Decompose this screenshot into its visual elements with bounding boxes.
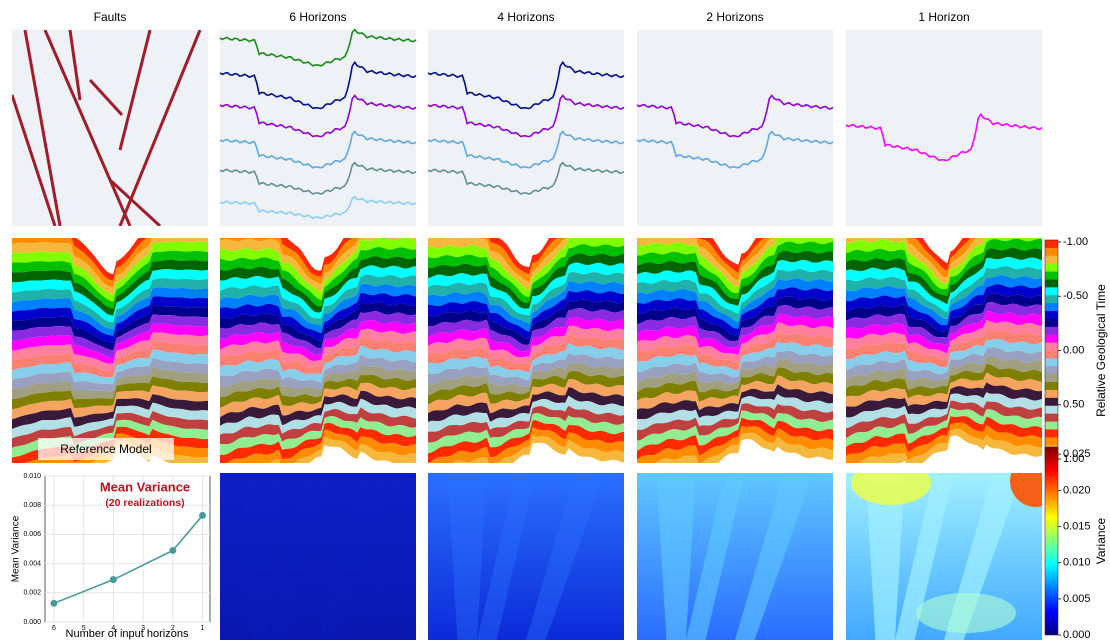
y-axis-label: Mean Variance xyxy=(11,515,22,582)
colorbar-swatch xyxy=(1045,287,1058,295)
point xyxy=(199,512,206,519)
colorbar-swatch xyxy=(1045,327,1058,335)
panel-background xyxy=(846,30,1042,226)
y-tick-label: 0.008 xyxy=(23,502,41,509)
y-tick-label: 0.004 xyxy=(23,560,41,567)
colorbar-tick-label: 0.015 xyxy=(1063,520,1091,532)
colorbar-swatch xyxy=(1045,248,1058,256)
colorbar-swatch xyxy=(1045,295,1058,303)
x-tick-label: 6 xyxy=(52,625,56,632)
x-axis-label: Number of input horizons xyxy=(66,628,189,640)
colorbar-tick-label: -1.00 xyxy=(1063,236,1088,248)
y-tick-label: 0.002 xyxy=(23,590,41,597)
panel-background xyxy=(637,30,833,226)
colorbar-swatch xyxy=(1045,390,1058,398)
model-panel xyxy=(637,204,833,477)
variance-panel xyxy=(220,473,416,640)
figure: Faults 6 Horizons 4 Horizons 2 Horizons 1 Ho… xyxy=(0,0,1110,641)
panel-background xyxy=(220,30,416,226)
column-title: 6 Horizons xyxy=(289,10,346,24)
colorbar-swatch xyxy=(1045,256,1058,264)
variance-hot xyxy=(916,593,1016,633)
variance-hot xyxy=(851,461,931,505)
y-tick-label: 0.000 xyxy=(23,619,41,626)
model-panel xyxy=(846,202,1042,476)
colorbar-tick-label: 0.025 xyxy=(1063,448,1091,460)
column-title: 2 Horizons xyxy=(706,10,763,24)
colorbar-swatch xyxy=(1045,351,1058,359)
colorbar-swatch xyxy=(1045,374,1058,382)
colorbar-tick-label: -0.50 xyxy=(1063,290,1088,302)
colorbar-swatch xyxy=(1045,406,1058,414)
column-title: 4 Horizons xyxy=(497,10,554,24)
y-tick-label: 0.006 xyxy=(23,531,41,538)
variance-panel xyxy=(637,473,833,640)
column-title: 1 Horizon xyxy=(918,10,969,24)
colorbar-swatch xyxy=(1045,311,1058,319)
colorbar-swatch xyxy=(1045,358,1058,366)
colorbar-swatch xyxy=(1045,429,1058,437)
colorbar-swatch xyxy=(1045,398,1058,406)
column-title: Faults xyxy=(94,10,127,24)
point xyxy=(169,547,176,554)
point xyxy=(50,600,57,607)
variance-panel xyxy=(846,455,1062,640)
colorbar-swatch xyxy=(1045,382,1058,390)
colorbar-swatch xyxy=(1045,240,1058,248)
colorbar-swatch xyxy=(1045,319,1058,327)
colorbar-swatch xyxy=(1045,366,1058,374)
colorbar-swatch xyxy=(1045,264,1058,272)
colorbar-swatch xyxy=(1045,437,1058,445)
colorbar-swatch xyxy=(1045,272,1058,280)
colorbar-tick-label: 0.010 xyxy=(1063,557,1091,569)
colorbar-tick-label: 0.50 xyxy=(1063,399,1084,411)
colorbar-label: Relative Geological Time xyxy=(1094,284,1108,417)
reference-label: Reference Model xyxy=(60,442,151,456)
colorbar-swatch xyxy=(1045,343,1058,351)
colorbar-tick-label: 0.00 xyxy=(1063,344,1084,356)
colorbar-swatch xyxy=(1045,335,1058,343)
colorbar-swatch xyxy=(1045,279,1058,287)
colorbar-swatch xyxy=(1045,303,1058,311)
variance-panel xyxy=(428,473,624,640)
colorbar-swatch xyxy=(1045,422,1058,430)
colorbar xyxy=(1045,447,1058,635)
model-panel xyxy=(428,207,624,481)
colorbar-swatch xyxy=(1045,414,1058,422)
y-tick-label: 0.010 xyxy=(23,473,41,480)
panel-background xyxy=(428,30,624,226)
chart-title: Mean Variance xyxy=(100,479,190,494)
colorbar-label: Variance xyxy=(1094,517,1108,564)
model-panel xyxy=(220,210,416,485)
chart-subtitle: (20 realizations) xyxy=(105,497,184,509)
colorbar-tick-label: 0.020 xyxy=(1063,484,1091,496)
colorbar-tick-label: 0.005 xyxy=(1063,593,1091,605)
point xyxy=(110,576,117,583)
x-tick-label: 1 xyxy=(201,625,205,632)
colorbar-tick-label: 0.000 xyxy=(1063,629,1091,641)
